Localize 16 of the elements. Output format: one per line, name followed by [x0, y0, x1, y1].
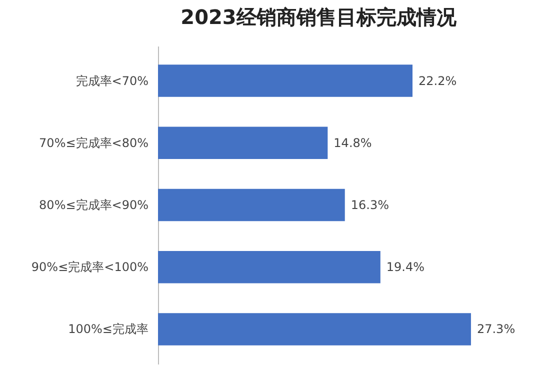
bar — [158, 64, 413, 97]
data-label: 16.3% — [350, 198, 389, 212]
data-label: 27.3% — [476, 322, 516, 336]
chart-title: 2023经销商销售目标完成情况 — [180, 5, 458, 29]
data-label: 22.2% — [418, 74, 457, 88]
y-tick-label: 80%≤完成率<90% — [39, 198, 148, 212]
bar — [158, 313, 471, 346]
y-tick-label: 70%≤完成率<80% — [39, 136, 148, 150]
y-tick-label: 100%≤完成率 — [68, 322, 148, 336]
data-label: 19.4% — [386, 260, 425, 274]
bar — [158, 250, 380, 284]
y-tick-label: 90%≤完成率<100% — [31, 260, 148, 274]
bar — [158, 126, 328, 160]
y-tick-label: 完成率<70% — [76, 74, 148, 88]
bar — [158, 188, 345, 222]
data-label: 14.8% — [334, 136, 372, 150]
